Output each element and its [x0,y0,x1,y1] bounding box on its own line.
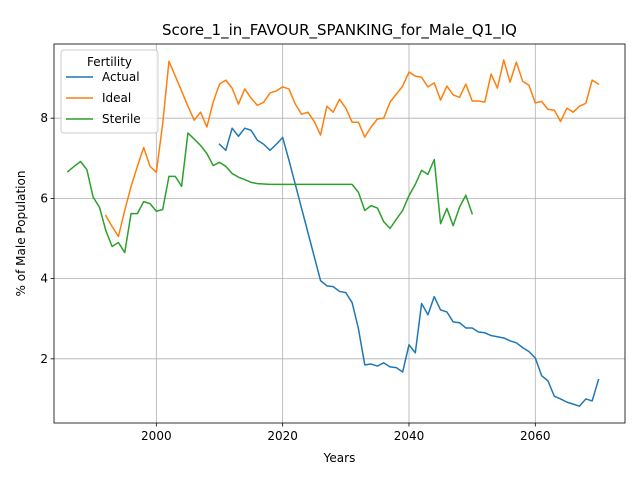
x-axis-title: Years [323,451,356,465]
axis-ticks: 2000 2020 2040 2060 2 4 6 8 [40,111,550,443]
legend-label-actual: Actual [102,70,140,84]
chart-title: Score_1_in_FAVOUR_SPANKING_for_Male_Q1_I… [162,21,517,40]
legend-box [60,49,159,134]
x-tick-label: 2020 [267,429,298,443]
legend-title: Fertility [87,55,132,69]
x-tick-label: 2000 [141,429,172,443]
series-line-sterile [66,132,474,254]
legend-label-sterile: Sterile [102,112,141,126]
legend: Fertility Actual Ideal Sterile [60,49,159,134]
y-axis-title: % of Male Population [14,171,28,297]
y-tick-label: 8 [40,111,48,125]
series-lines [66,59,600,407]
series-line-actual [218,127,600,407]
series-line-ideal [104,59,600,238]
y-tick-label: 2 [40,352,48,366]
y-tick-label: 4 [40,272,48,286]
x-tick-label: 2060 [520,429,551,443]
legend-label-ideal: Ideal [102,91,131,105]
y-tick-label: 6 [40,191,48,205]
legend-items: Actual Ideal Sterile [66,70,141,126]
x-tick-label: 2040 [394,429,425,443]
plot-frame [53,43,626,424]
